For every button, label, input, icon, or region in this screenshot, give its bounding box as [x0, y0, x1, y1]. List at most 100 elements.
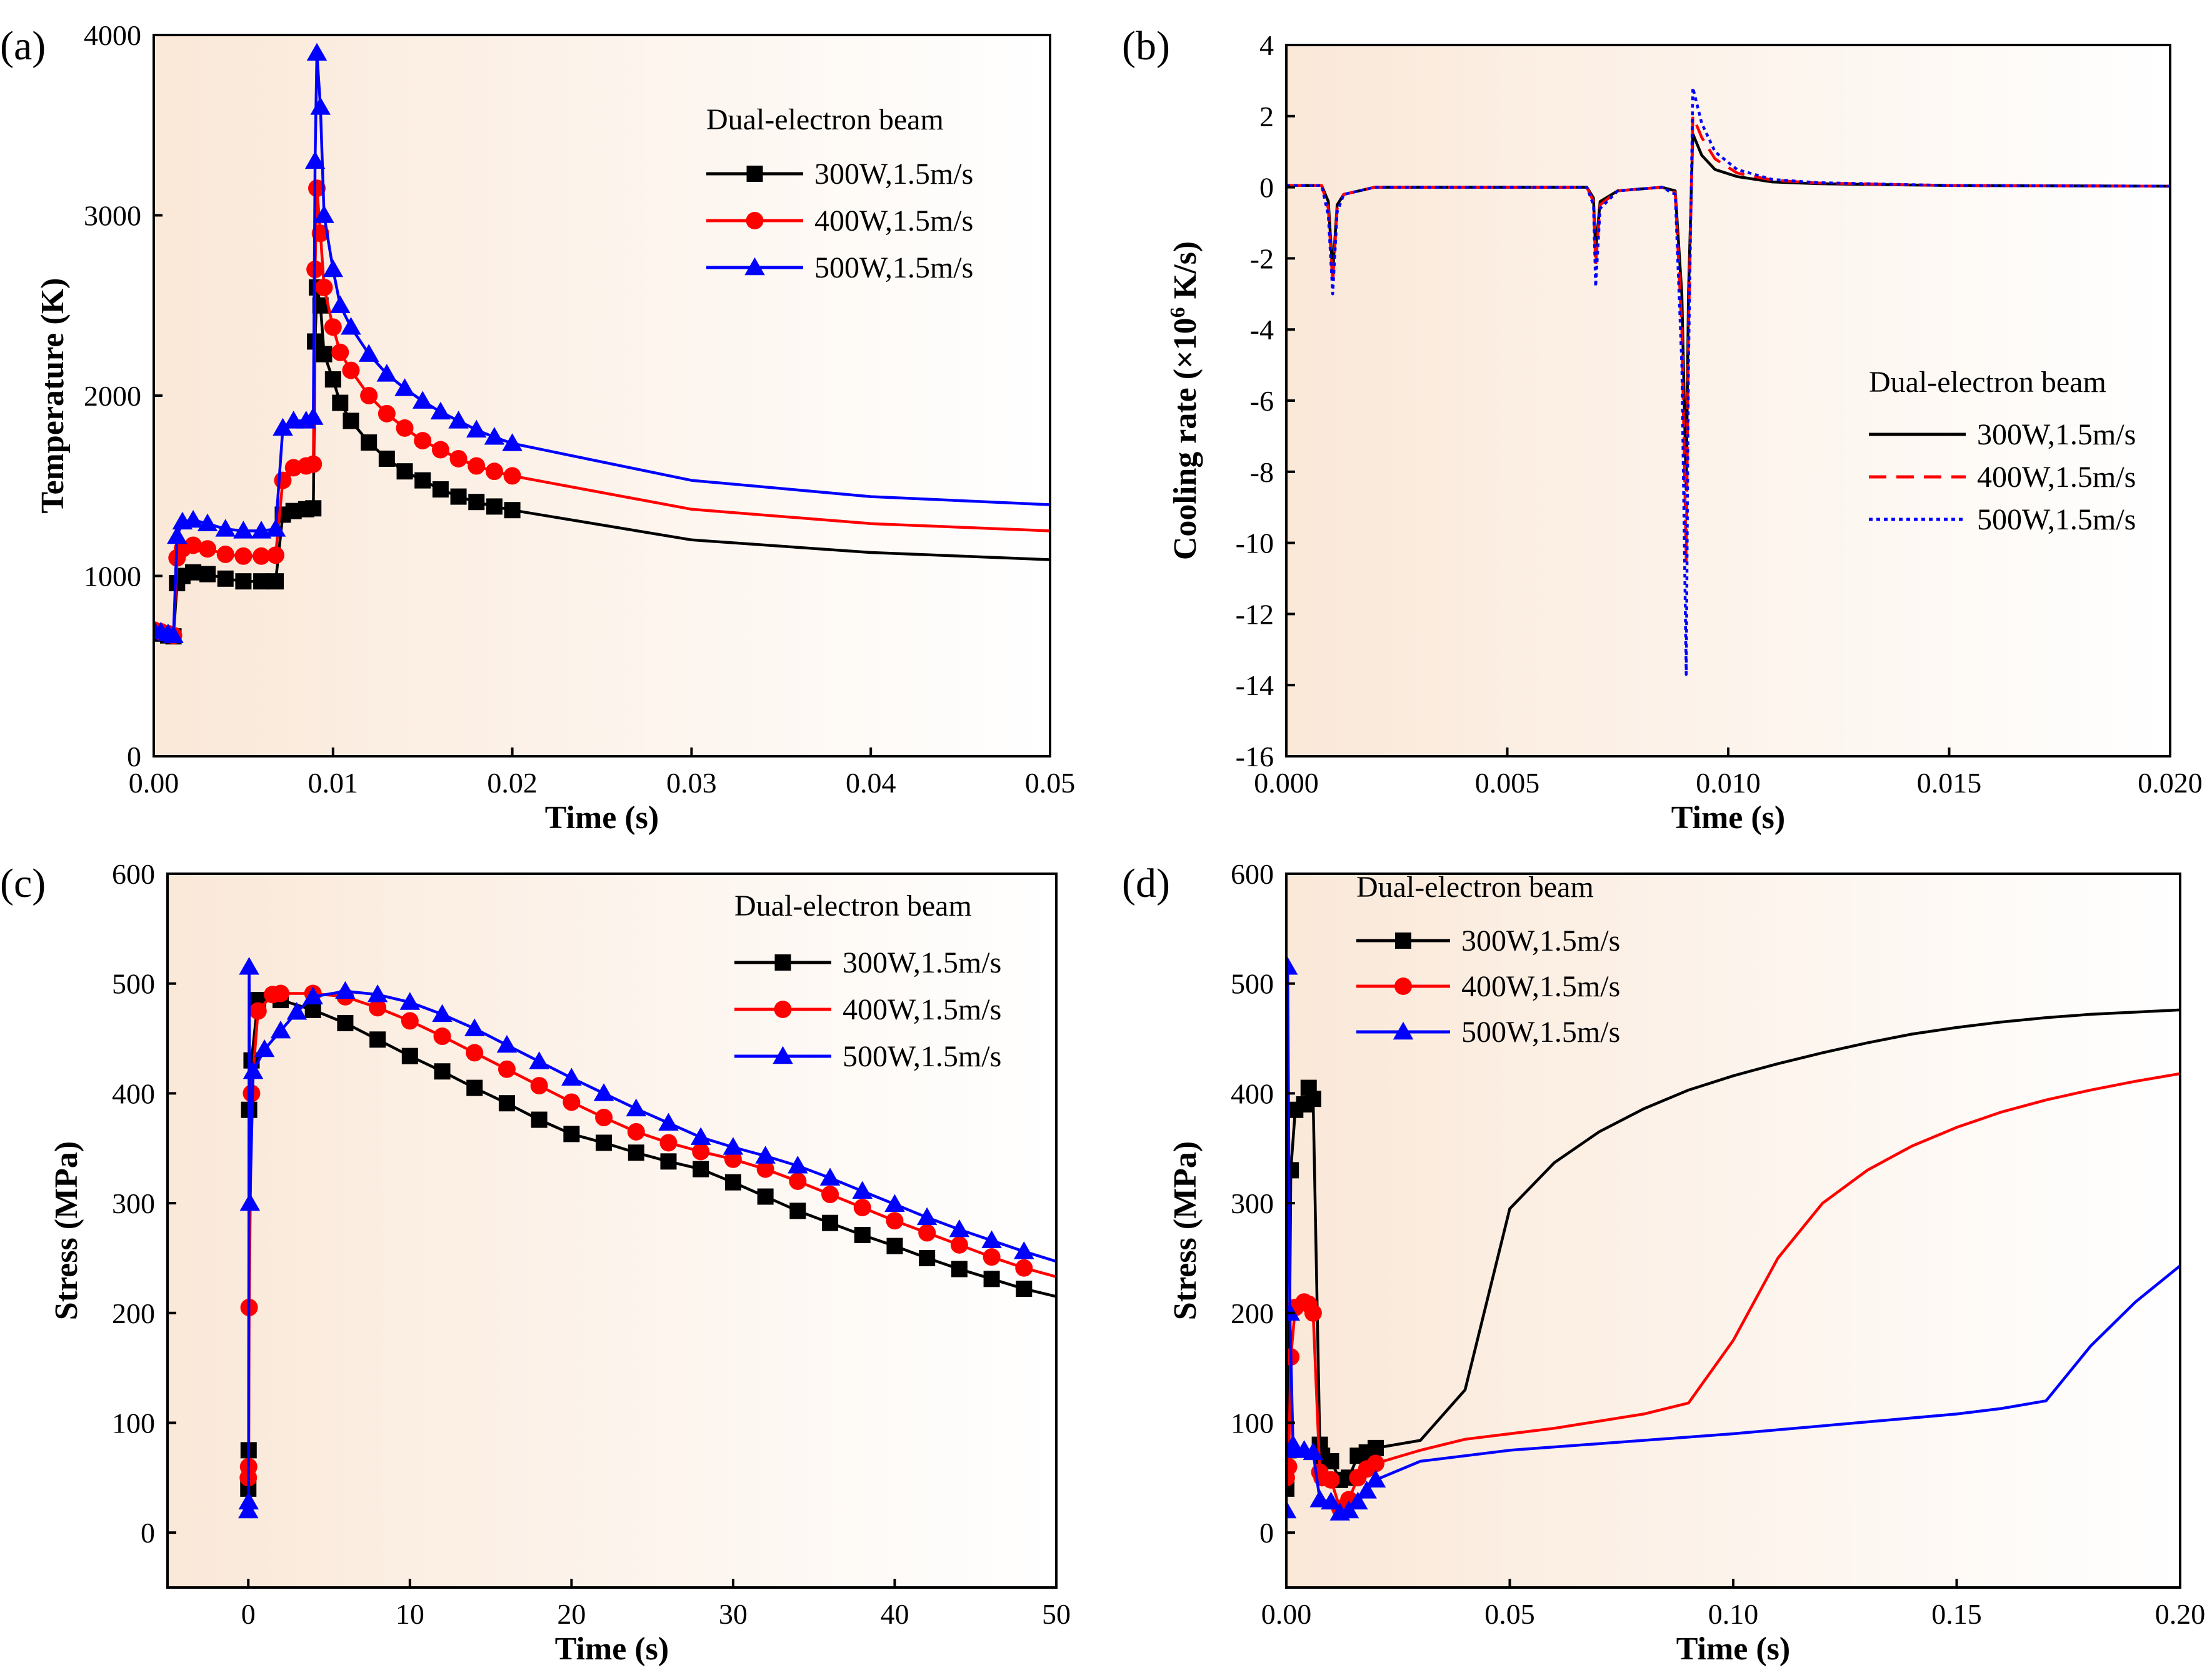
legend-label: 500W,1.5m/s: [1461, 1016, 1620, 1049]
data-point: [450, 488, 467, 505]
x-axis-title: Time (s): [1671, 800, 1785, 836]
data-point: [466, 1079, 483, 1096]
data-point: [884, 1194, 905, 1212]
y-tick-label: 100: [1231, 1407, 1274, 1439]
y-tick-label: 0: [127, 741, 141, 772]
data-point: [315, 278, 333, 296]
x-tick-label: 0.005: [1475, 767, 1540, 799]
x-tick-label: 0.010: [1696, 767, 1761, 799]
y-tick-label: -2: [1250, 242, 1274, 274]
legend-title: Dual-electron beam: [734, 889, 972, 922]
data-point: [529, 1051, 549, 1069]
x-axis-title: Time (s): [545, 800, 659, 836]
data-point: [659, 1134, 678, 1152]
y-tick-label: -10: [1236, 528, 1274, 559]
y-tick-label: 200: [1231, 1298, 1274, 1329]
y-tick-label: 3000: [84, 200, 141, 232]
y-tick-label: 600: [112, 858, 155, 890]
data-point: [949, 1219, 970, 1238]
legend-marker: [746, 212, 764, 229]
y-tick-label: 400: [112, 1078, 155, 1109]
x-tick-label: 10: [396, 1598, 424, 1630]
x-tick-label: 0.00: [129, 767, 179, 799]
legend: Dual-electron beam 300W,1.5m/s 400W,1.5m/s…: [1869, 366, 2136, 536]
data-point: [530, 1077, 548, 1095]
data-point: [330, 295, 351, 313]
y-tick-label: 100: [112, 1407, 155, 1439]
legend-label: 500W,1.5m/s: [1977, 503, 2136, 536]
legend: Dual-electron beam 300W,1.5m/s 400W,1.5m/s…: [706, 103, 973, 284]
data-point: [628, 1144, 644, 1161]
data-point: [627, 1122, 645, 1141]
data-point: [310, 97, 331, 115]
legend-label: 300W,1.5m/s: [843, 946, 1001, 979]
data-point: [886, 1238, 903, 1254]
panel-label: (a): [0, 23, 46, 69]
series-group: [238, 957, 1056, 1519]
data-point: [950, 1236, 968, 1254]
data-point: [563, 1126, 580, 1142]
data-point: [756, 1160, 774, 1178]
data-point: [233, 521, 254, 539]
y-tick-label: 500: [112, 968, 155, 1000]
data-point: [271, 984, 289, 1002]
y-tick-label: 600: [1231, 858, 1274, 890]
data-point: [197, 513, 218, 532]
data-point: [163, 625, 184, 643]
legend-marker: [774, 1001, 792, 1018]
data-point: [343, 412, 359, 429]
data-point: [367, 984, 388, 1002]
data-point: [332, 394, 349, 411]
data-point: [361, 434, 378, 451]
data-point: [1014, 1241, 1034, 1259]
data-point: [1016, 1281, 1033, 1298]
chart-panel: 0.000 0.005 0.010 0.015 0.020 -16 -14 -12 -10 -8 -…: [1122, 23, 2203, 836]
x-tick-label: 0.000: [1254, 767, 1319, 799]
data-point: [304, 1001, 321, 1018]
data-point: [268, 573, 284, 590]
data-point: [448, 411, 469, 429]
y-tick-label: 200: [112, 1298, 155, 1329]
data-point: [430, 401, 451, 420]
y-tick-label: 0: [1259, 172, 1274, 204]
data-point: [886, 1212, 904, 1230]
data-point: [369, 1031, 386, 1048]
data-point: [919, 1249, 936, 1266]
data-point: [414, 432, 432, 450]
legend-label: 500W,1.5m/s: [814, 251, 973, 284]
data-point: [466, 1044, 484, 1062]
data-point: [217, 570, 234, 587]
y-tick-label: 0: [141, 1517, 155, 1549]
data-point: [239, 957, 259, 975]
data-point: [335, 981, 356, 999]
data-point: [660, 1153, 677, 1170]
data-point: [789, 1172, 807, 1190]
plot-frame: [166, 872, 1058, 1589]
x-tick-label: 0.20: [2155, 1598, 2206, 1630]
data-point: [286, 1002, 308, 1020]
data-point: [167, 526, 188, 544]
data-point: [1321, 1491, 1341, 1510]
data-point: [270, 1020, 291, 1039]
y-axis-title: Cooling rate (×106 K/s): [1166, 241, 1203, 560]
data-point: [216, 545, 234, 563]
data-point: [724, 1174, 741, 1191]
data-point: [1286, 1500, 1297, 1519]
data-point: [305, 500, 322, 517]
data-point: [235, 573, 252, 590]
data-point: [486, 498, 503, 515]
data-point: [503, 467, 521, 485]
data-point: [253, 573, 270, 590]
data-point: [431, 441, 449, 459]
y-tick-label: -4: [1250, 314, 1274, 346]
data-point: [561, 1068, 582, 1086]
data-point: [916, 1207, 938, 1226]
x-tick-label: 50: [1042, 1598, 1071, 1630]
data-point: [414, 472, 431, 489]
data-point: [304, 151, 326, 169]
data-point: [254, 1039, 275, 1058]
legend-label: 300W,1.5m/s: [814, 158, 973, 191]
data-point: [199, 540, 217, 558]
data-point: [1304, 1091, 1321, 1108]
